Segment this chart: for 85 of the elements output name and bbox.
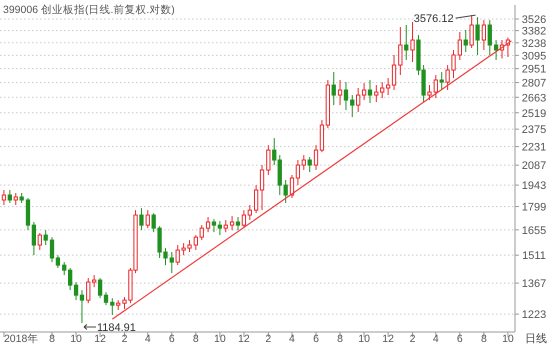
candlestick (440, 72, 444, 91)
y-tick-label: 2231 (522, 142, 546, 154)
y-tick-label: 2519 (522, 108, 546, 120)
candlestick (146, 210, 150, 229)
x-tick-label: 8 (192, 333, 199, 345)
candlestick (236, 216, 240, 231)
x-axis-title: 日线 (525, 332, 547, 345)
candlestick (488, 20, 492, 56)
x-tick-label: 4 (144, 333, 151, 345)
candlestick (163, 248, 168, 266)
candlestick (470, 14, 474, 48)
x-tick-label: 8 (337, 333, 344, 345)
candlestick (434, 74, 438, 99)
candlestick (116, 300, 120, 311)
y-tick-label: 1367 (522, 278, 546, 290)
candlestick (20, 192, 24, 204)
candlestick (475, 16, 480, 56)
candlestick (404, 24, 408, 60)
x-tick-label: 12 (94, 333, 106, 345)
candlestick (56, 254, 60, 269)
candlestick (368, 80, 372, 104)
candlestick (410, 22, 415, 63)
y-tick-label: 2087 (522, 160, 546, 172)
x-tick-label: 6 (168, 333, 175, 345)
x-tick-label: 2018年 (4, 333, 38, 345)
candlestick (308, 156, 312, 173)
y-tick-label: 1511 (522, 250, 546, 262)
y-tick-label: 2951 (522, 64, 546, 76)
y-tick-label: 2663 (522, 92, 546, 104)
x-tick-label: 12 (382, 333, 394, 345)
candlestick (344, 82, 348, 110)
x-tick-label: 6 (456, 333, 463, 345)
candlestick (104, 292, 108, 306)
x-tick-label: 10 (214, 333, 226, 345)
x-tick-label: 8 (480, 333, 487, 345)
y-tick-label: 3238 (522, 38, 546, 50)
x-tick-label: 8 (49, 333, 56, 345)
candlestick (38, 232, 42, 251)
candlestick (338, 80, 342, 106)
x-tick-label: 2 (265, 333, 272, 345)
candlestick (2, 190, 6, 206)
candlestick (458, 31, 462, 60)
x-tick-label: 2 (122, 333, 128, 345)
x-tick-label: 10 (70, 333, 82, 345)
annotation: 3576.12 (414, 13, 454, 26)
candlestick (170, 252, 174, 274)
candlestick (224, 220, 228, 233)
candlestick (332, 72, 336, 106)
candlestick (50, 236, 54, 263)
x-tick-label: 6 (313, 333, 320, 345)
candlestick (8, 190, 12, 204)
candlestick (139, 208, 144, 231)
candlestick (266, 144, 270, 176)
y-tick-label: 3382 (522, 26, 546, 38)
candlestick (427, 84, 432, 101)
candlestick (98, 278, 102, 299)
chart-title: 399006 创业板指(日线.前复权.对数) (3, 3, 175, 16)
x-tick-label: 4 (289, 333, 296, 345)
candlestick (464, 29, 468, 53)
y-tick-label: 2375 (522, 124, 546, 136)
y-tick-label: 3095 (522, 50, 546, 62)
candlestick (110, 298, 114, 316)
candlestick (122, 296, 127, 310)
y-tick-label: 1655 (522, 224, 546, 237)
x-tick-label: 2 (410, 333, 416, 345)
x-tick-label: 10 (358, 333, 370, 345)
y-tick-label: 1223 (522, 309, 546, 322)
candlestick (398, 26, 402, 76)
candlestick (14, 192, 18, 206)
candlestick (80, 290, 84, 324)
candlestick (494, 40, 498, 60)
candlestick (230, 216, 234, 231)
candlestick (482, 20, 486, 51)
y-tick-label: 3526 (522, 14, 546, 26)
candlestick (314, 144, 318, 171)
x-tick-label: 12 (238, 333, 250, 345)
candlestick (44, 230, 48, 246)
x-tick-label: 4 (432, 333, 439, 345)
annotation: 1184.91 (96, 322, 136, 334)
candlestick (206, 216, 210, 233)
y-tick-label: 2807 (522, 78, 546, 90)
x-tick-label: 10 (502, 333, 514, 345)
y-tick-label: 1799 (522, 202, 546, 214)
candlestick (350, 94, 354, 118)
y-tick-label: 1943 (522, 180, 546, 192)
